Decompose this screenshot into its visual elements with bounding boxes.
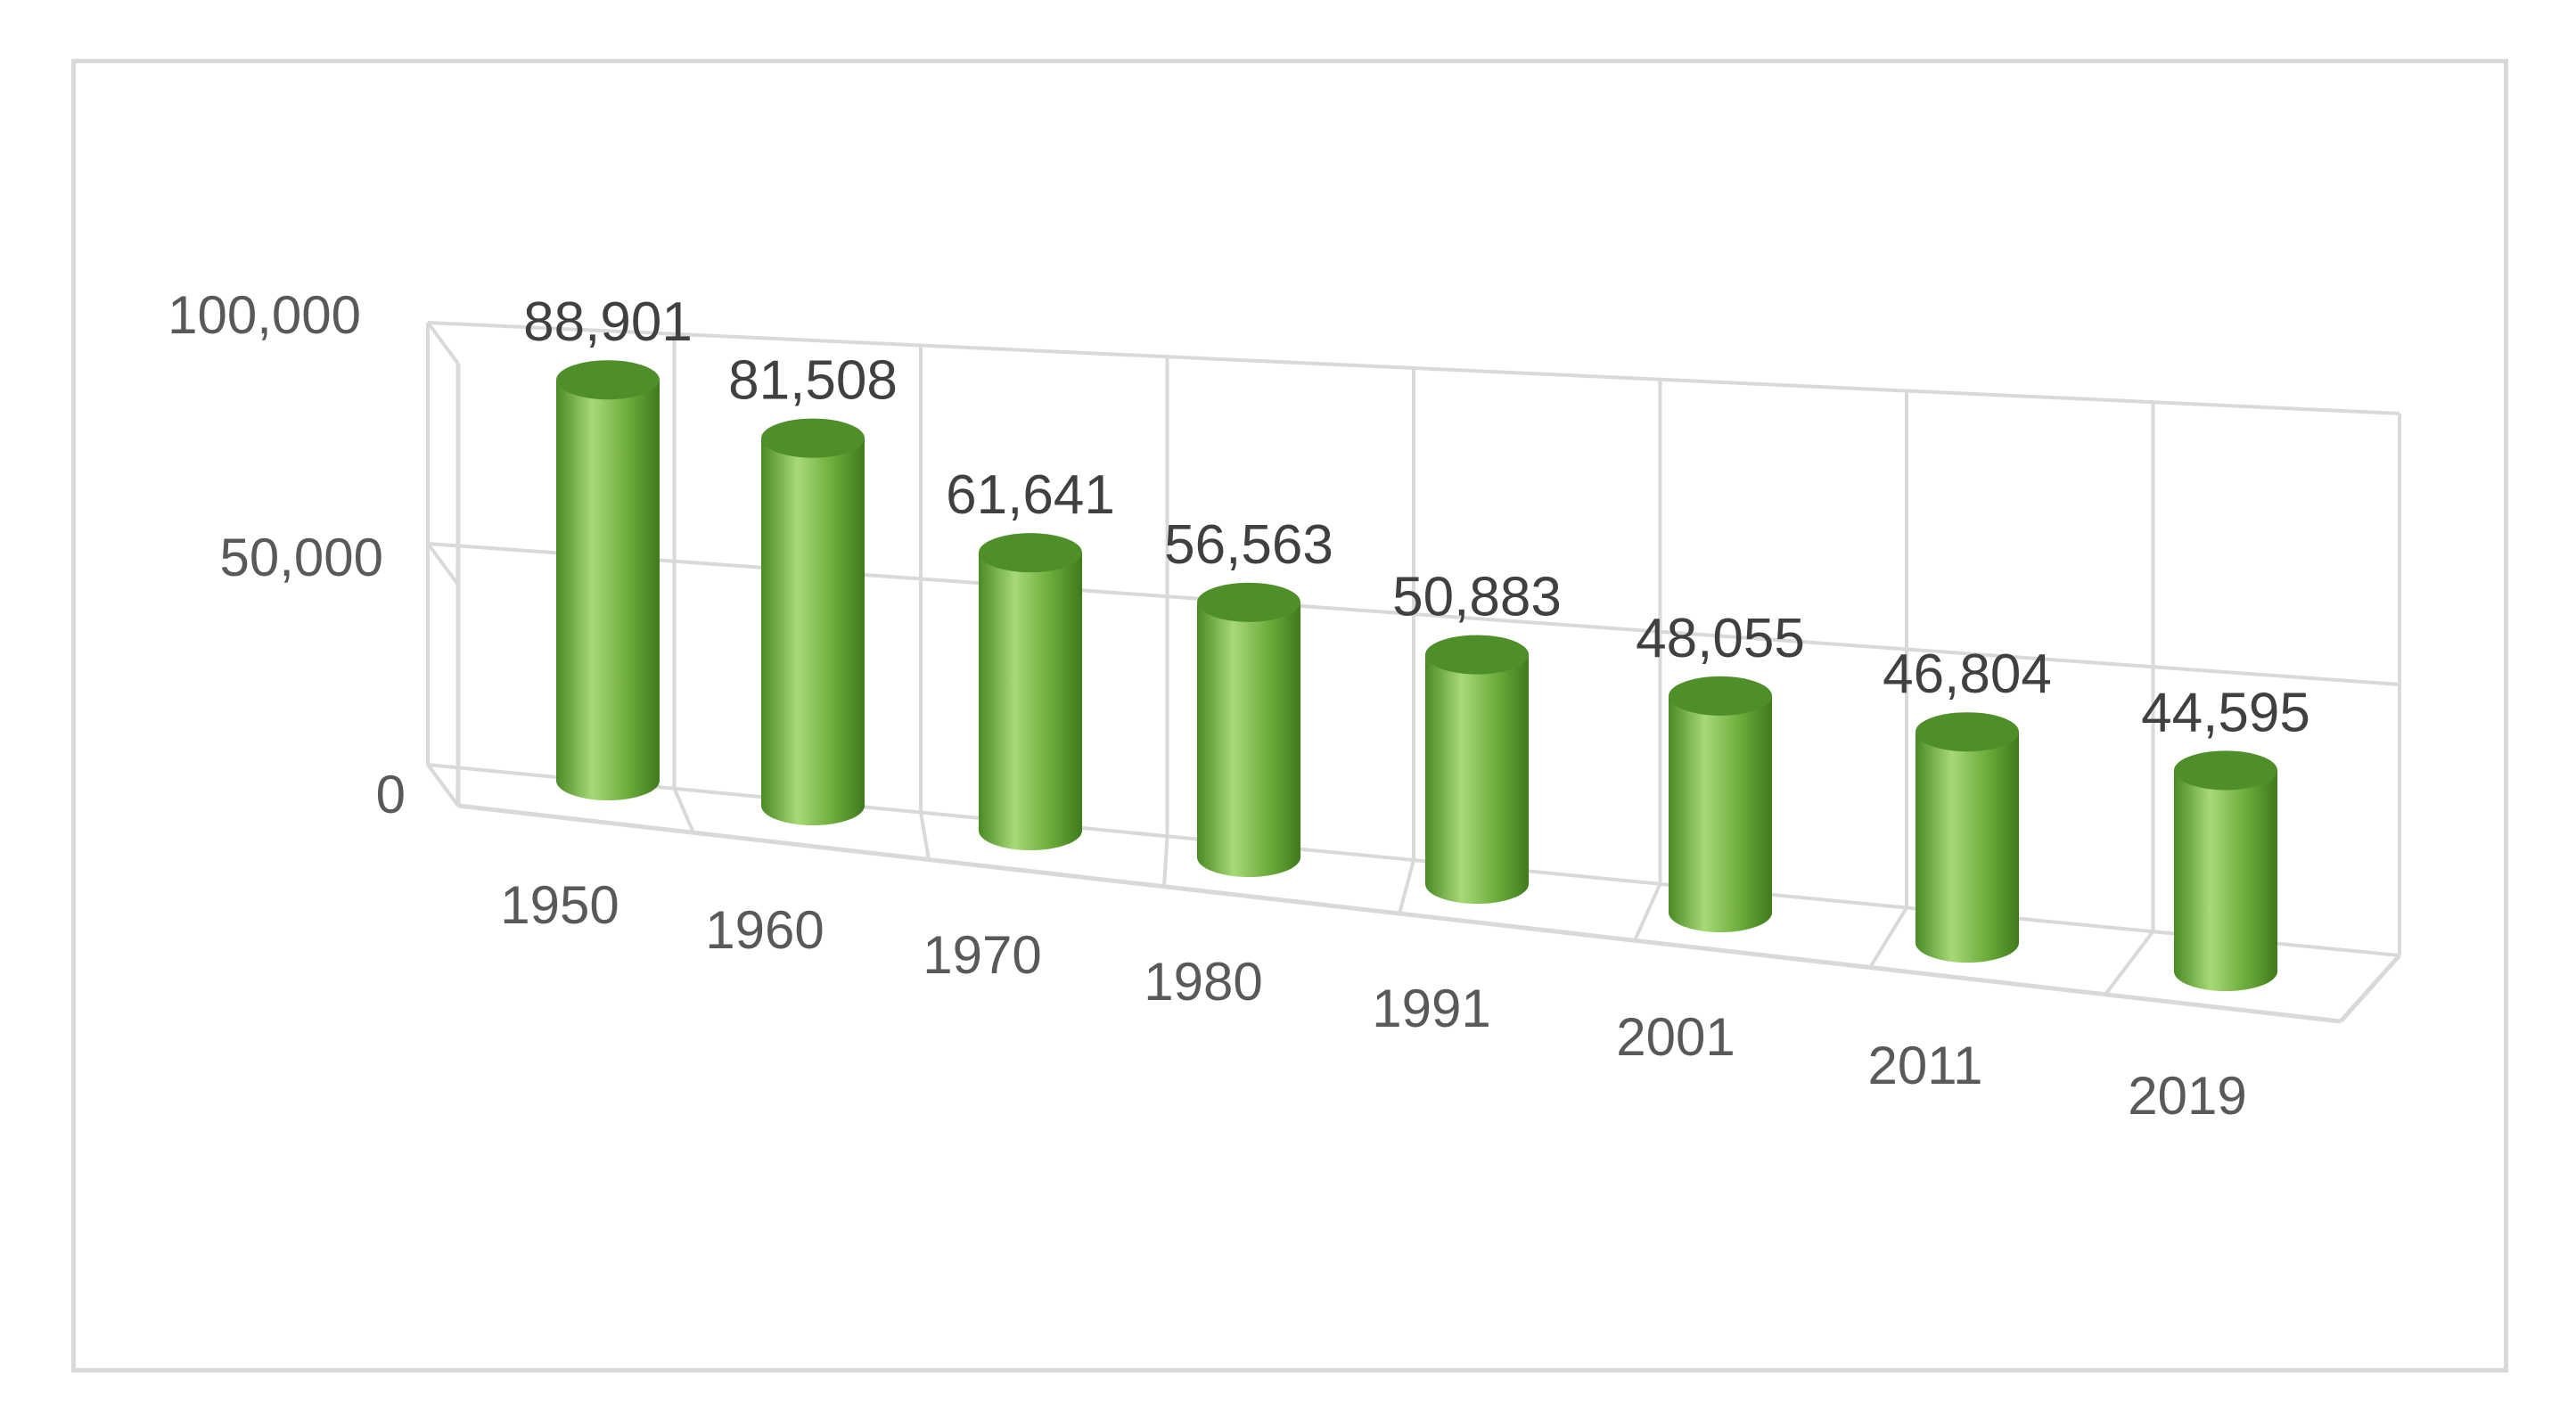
bar-body bbox=[1669, 695, 1772, 932]
bar bbox=[2174, 750, 2277, 991]
floor-line bbox=[1633, 882, 1662, 942]
floor-line bbox=[2104, 930, 2155, 996]
floor-line bbox=[919, 812, 931, 860]
bar-top bbox=[1916, 712, 2019, 752]
bars bbox=[556, 360, 2277, 991]
gridline-side-y bbox=[426, 542, 460, 586]
data-label: 61,641 bbox=[946, 464, 1115, 526]
bar-body bbox=[1197, 602, 1300, 877]
grid bbox=[426, 321, 2401, 1023]
y-tick-label: 100,000 bbox=[168, 285, 361, 345]
bar-top bbox=[1197, 582, 1300, 622]
bar-top bbox=[761, 418, 865, 458]
bar bbox=[1197, 582, 1300, 877]
data-label: 46,804 bbox=[1883, 643, 2052, 705]
floor-line bbox=[1398, 859, 1415, 914]
x-tick-label: 1980 bbox=[1144, 952, 1262, 1012]
data-label: 48,055 bbox=[1636, 608, 1805, 669]
data-label: 50,883 bbox=[1392, 567, 1562, 628]
bar bbox=[761, 418, 865, 825]
bar-top bbox=[556, 360, 660, 400]
x-tick-label: 2001 bbox=[1616, 1007, 1735, 1067]
bar-top bbox=[979, 533, 1082, 573]
axes: 0 50,000 100,000 1950 1960 1970 1980 1991 2001 20… bbox=[168, 285, 2401, 1126]
bar-body bbox=[556, 380, 660, 800]
data-labels: 88,901 81,508 61,641 56,563 50,883 48,055 46,8… bbox=[523, 291, 2310, 743]
bar bbox=[979, 533, 1082, 850]
x-axis-line bbox=[457, 803, 2342, 1024]
bar-top bbox=[2174, 750, 2277, 791]
data-label: 56,563 bbox=[1164, 514, 1333, 576]
bar-body bbox=[1425, 654, 1529, 904]
y-tick-label: 0 bbox=[376, 765, 406, 824]
y-tick-label: 50,000 bbox=[219, 528, 383, 587]
bar bbox=[1425, 635, 1529, 904]
floor-line bbox=[1868, 906, 1908, 969]
bar-body bbox=[979, 553, 1082, 850]
floor-line bbox=[672, 787, 695, 834]
bar-body bbox=[2174, 770, 2277, 991]
floor-line bbox=[426, 763, 460, 807]
floor-line bbox=[1162, 836, 1169, 887]
gridline-side-y bbox=[426, 321, 460, 365]
bar-top bbox=[1425, 635, 1529, 675]
x-tick-label: 1970 bbox=[923, 925, 1041, 985]
bar-top bbox=[1669, 676, 1772, 716]
bar bbox=[556, 360, 660, 800]
floor-right-edge bbox=[2339, 954, 2401, 1023]
bar bbox=[1916, 712, 2019, 963]
bar bbox=[1669, 676, 1772, 932]
data-label: 88,901 bbox=[523, 291, 693, 353]
x-tick-label: 1991 bbox=[1372, 979, 1490, 1038]
data-label: 44,595 bbox=[2141, 682, 2310, 743]
bar-body bbox=[1916, 732, 2019, 963]
x-tick-label: 2019 bbox=[2128, 1066, 2246, 1126]
x-tick-label: 1950 bbox=[500, 875, 619, 935]
x-tick-label: 2011 bbox=[1867, 1036, 1982, 1095]
bar-body bbox=[761, 438, 865, 825]
data-label: 81,508 bbox=[728, 350, 898, 412]
x-tick-label: 1960 bbox=[705, 900, 824, 960]
